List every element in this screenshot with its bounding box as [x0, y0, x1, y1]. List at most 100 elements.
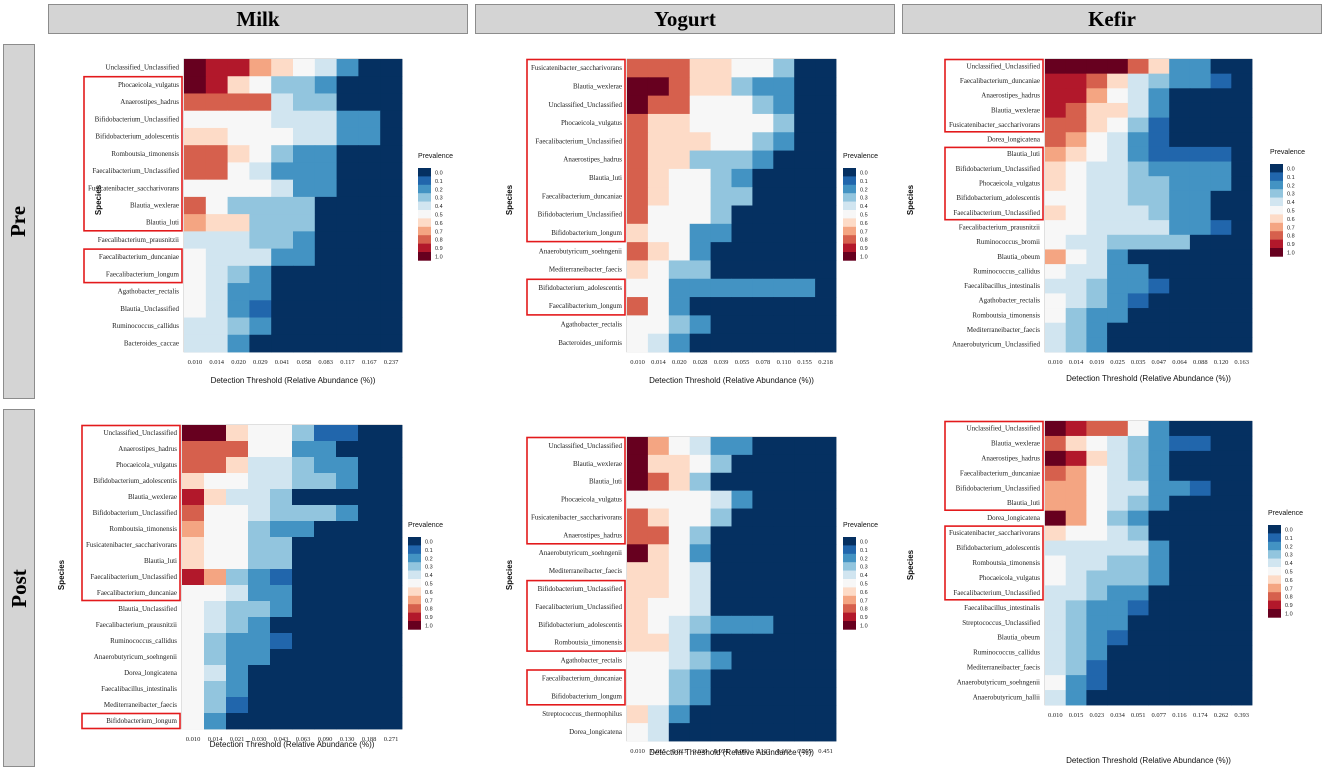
kefir-post-cell [1210, 540, 1232, 556]
kefir-pre-cell [1045, 117, 1067, 133]
kefir-pre-cell [1086, 132, 1108, 148]
kefir-post-cell [1148, 495, 1170, 512]
milk-post-species-label: Faecalibacterium_duncaniae [97, 589, 177, 597]
yogurt-post-x-axis-title: Detection Threshold (Relative Abundance … [649, 748, 814, 757]
kefir-post-species-label: Blautia_luti [1007, 499, 1040, 507]
milk-post-cell [336, 665, 359, 682]
yogurt-post-cell [627, 723, 649, 742]
milk-post-cell [336, 521, 359, 538]
kefir-pre-x-tick: 0.047 [1151, 359, 1166, 366]
yogurt-pre-cell [689, 168, 711, 188]
kefir-pre-cell [1210, 337, 1232, 353]
yogurt-post-cell [710, 669, 732, 688]
yogurt-post-cell [668, 687, 691, 706]
kefir-pre-cell [1169, 205, 1191, 221]
kefir-pre-cell [1189, 59, 1211, 75]
yogurt-post-cell [752, 615, 774, 635]
milk-pre-cell [293, 196, 316, 215]
yogurt-pre-cell [627, 205, 649, 225]
kefir-post-cell [1231, 540, 1253, 556]
kefir-pre-cell [1086, 117, 1108, 133]
kefir-pre-cell [1065, 278, 1087, 294]
milk-pre-cell [184, 196, 207, 215]
kefir-pre-x-tick: 0.019 [1089, 359, 1104, 366]
kefir-post-cell [1189, 450, 1211, 467]
kefir-post-cell [1107, 660, 1129, 676]
kefir-pre-cell [1045, 102, 1067, 118]
kefir-post-legend-title: Prevalence [1268, 510, 1303, 517]
kefir-pre-cell [1086, 337, 1108, 353]
milk-pre-x-tick: 0.010 [188, 359, 203, 366]
yogurt-pre-x-axis-title: Detection Threshold (Relative Abundance … [649, 376, 814, 385]
kefir-post-species-label: Blautia_obeum [997, 634, 1040, 642]
yogurt-pre-cell [710, 260, 732, 280]
kefir-post-cell [1045, 675, 1067, 691]
yogurt-post-cell [668, 526, 691, 545]
yogurt-post-cell [710, 454, 732, 474]
yogurt-post-cell [647, 723, 670, 742]
yogurt-pre-cell [731, 187, 753, 206]
kefir-post-cell [1045, 630, 1067, 646]
yogurt-post-cell [731, 508, 753, 527]
yogurt-pre-cell [647, 150, 670, 170]
milk-post-cell [380, 665, 403, 682]
milk-pre-cell [249, 162, 272, 181]
kefir-post-species-label: Mediterraneibacter_faecis [967, 664, 1040, 672]
kefir-pre-species-label: Agathobacter_rectalis [979, 297, 1041, 305]
kefir-post-cell [1107, 465, 1129, 482]
kefir-pre-cell [1107, 278, 1129, 294]
kefir-pre-cell [1210, 308, 1232, 324]
milk-pre-cell [249, 76, 272, 94]
kefir-post-highlight-box [944, 420, 1044, 511]
milk-post-cell [226, 457, 249, 474]
milk-pre-cell [271, 76, 294, 94]
kefir-pre-cell [1189, 102, 1211, 118]
yogurt-post-cell [731, 705, 753, 724]
kefir-pre-cell [1045, 176, 1067, 192]
milk-pre-cell [336, 59, 359, 77]
yogurt-post-cell [752, 633, 774, 652]
milk-post-cell [248, 713, 271, 730]
kefir-post-cell [1045, 540, 1067, 556]
yogurt-pre-x-tick: 0.055 [735, 359, 750, 366]
kefir-post-cell [1127, 615, 1149, 631]
kefir-pre-cell [1107, 220, 1129, 236]
kefir-post-legend-label: 1.0 [1285, 612, 1293, 618]
milk-pre-species-label: Blautia_wexlerae [130, 202, 179, 210]
milk-pre-x-tick: 0.117 [340, 359, 355, 366]
kefir-post-cell [1045, 570, 1067, 586]
yogurt-pre-cell [647, 187, 670, 206]
yogurt-pre-cell [815, 223, 837, 243]
yogurt-pre-legend-label: 0.1 [860, 179, 868, 185]
yogurt-post-legend-swatch [843, 537, 856, 546]
yogurt-pre-legend-swatch [843, 252, 856, 261]
milk-post-cell [380, 505, 403, 522]
kefir-pre-cell [1231, 205, 1253, 221]
milk-post-x-tick: 0.090 [318, 736, 333, 743]
milk-post-x-tick: 0.130 [340, 736, 355, 743]
kefir-pre-species-label: Faecalibacterium_prausnitzii [959, 224, 1040, 232]
milk-pre-cell [249, 127, 272, 146]
kefir-pre-cell [1107, 146, 1129, 162]
kefir-post-cell [1107, 615, 1129, 631]
kefir-post-cell [1148, 540, 1170, 556]
yogurt-post-cell [710, 615, 732, 635]
milk-pre-x-tick: 0.020 [231, 359, 246, 366]
milk-post-x-tick: 0.271 [384, 736, 399, 743]
kefir-pre-cell [1148, 88, 1170, 104]
kefir-post-cell [1065, 585, 1087, 601]
yogurt-pre-cell [668, 113, 691, 133]
yogurt-post-cell [794, 508, 816, 527]
kefir-post-cell [1189, 660, 1211, 676]
milk-post-cell [204, 537, 227, 554]
milk-post-legend-swatch [408, 587, 421, 597]
yogurt-pre-cell [647, 297, 670, 316]
kefir-pre-legend-label: 0.4 [1287, 200, 1295, 206]
yogurt-pre-cell [710, 113, 732, 133]
yogurt-post-legend-swatch [843, 562, 856, 571]
kefir-post-cell [1169, 540, 1191, 556]
yogurt-post-cell [647, 651, 670, 670]
yogurt-pre-x-tick: 0.110 [777, 359, 791, 366]
kefir-pre-cell [1107, 132, 1129, 148]
milk-pre-cell [336, 334, 359, 353]
